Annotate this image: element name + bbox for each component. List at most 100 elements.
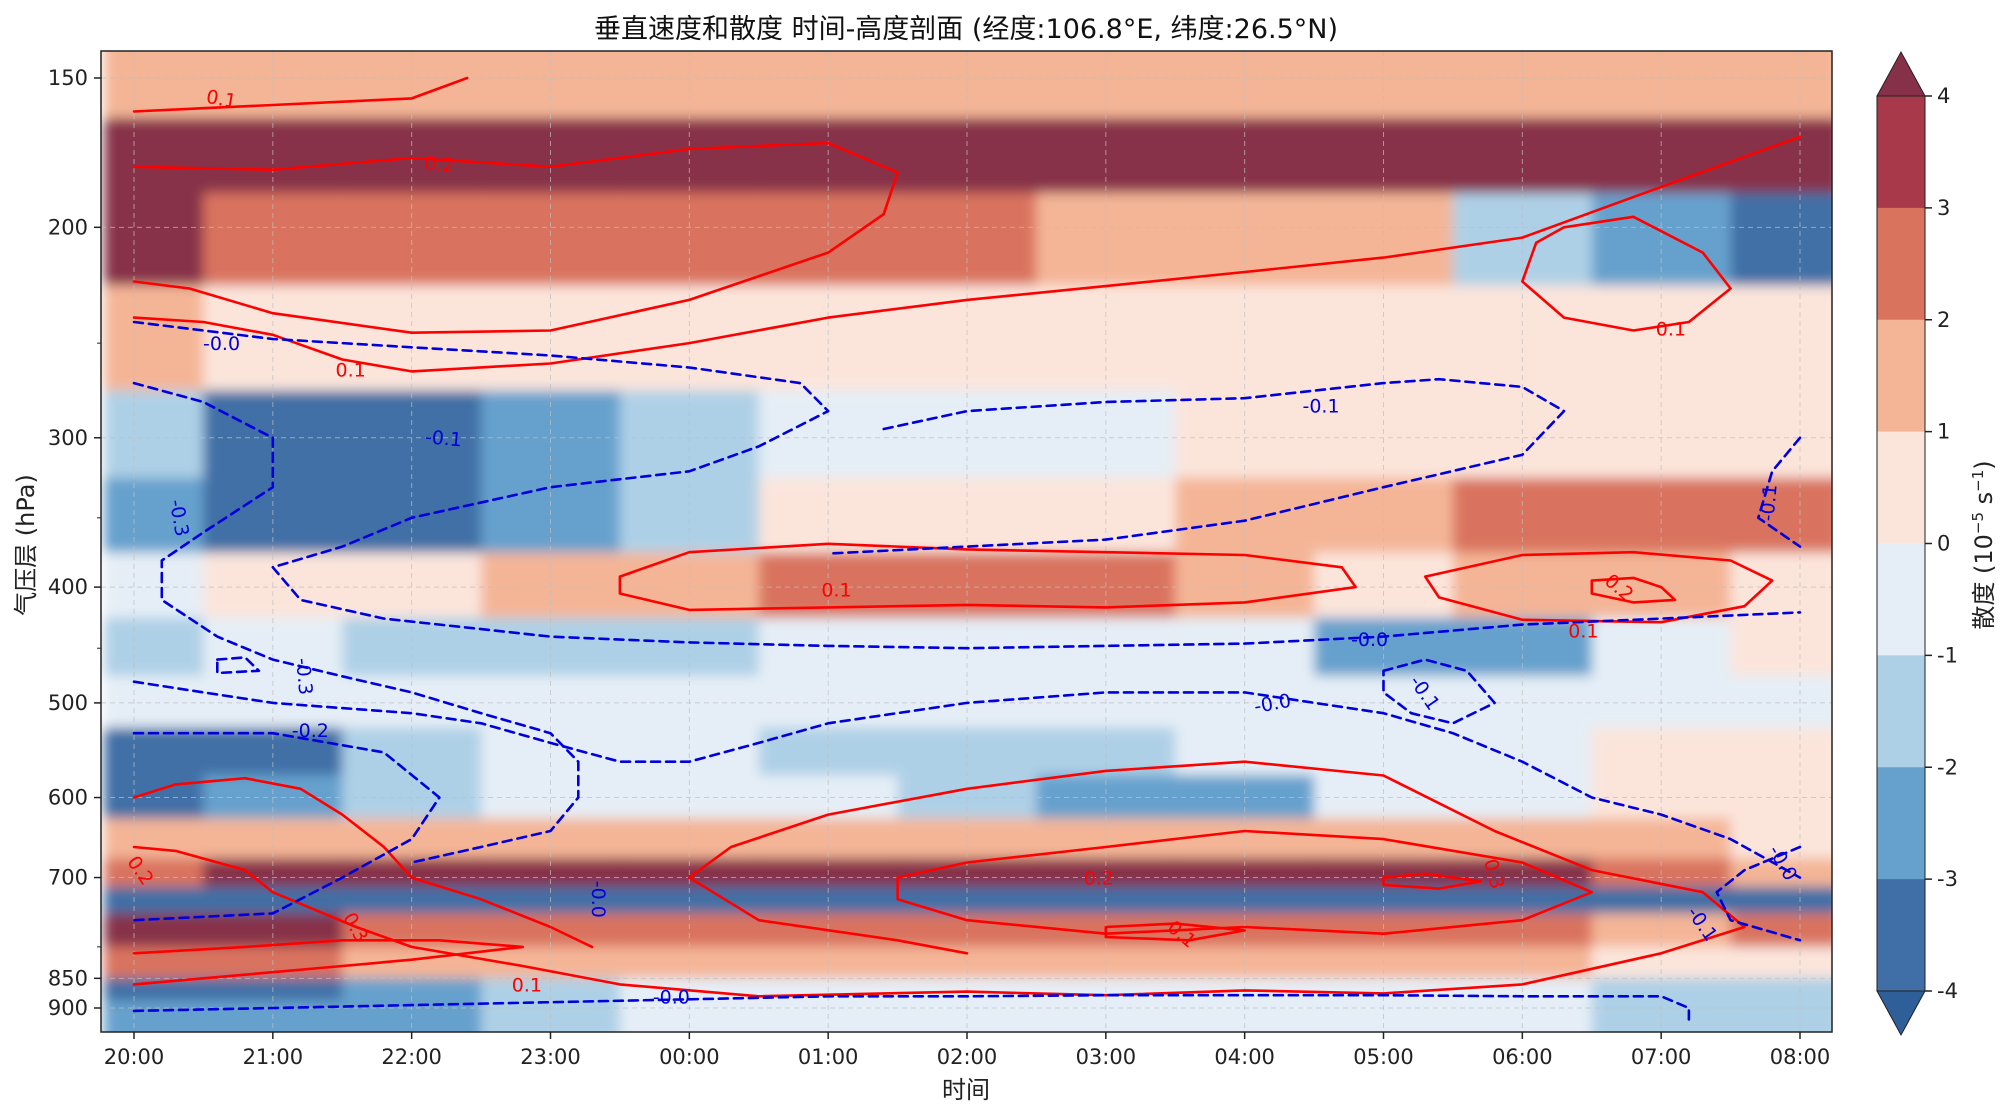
y-tick-label: 200 (48, 215, 88, 239)
divergence-cell (203, 118, 344, 194)
divergence-cell (1452, 285, 1593, 392)
grid-lines (101, 51, 1832, 1032)
divergence-cell (104, 818, 205, 860)
contour-label-text: -0.0 (1351, 629, 1388, 651)
divergence-cell (1730, 946, 1832, 980)
divergence-cell (897, 285, 1038, 392)
divergence-cell (897, 477, 1038, 554)
negative-velocity-contour (826, 377, 1566, 555)
colorbar-tick-label: 3 (1937, 196, 1950, 220)
divergence-cell (342, 552, 483, 619)
contour-label: -0.1 (1302, 396, 1339, 418)
contour-label: 0.1 (1568, 621, 1598, 643)
divergence-cell (342, 727, 483, 776)
divergence-cell (1730, 51, 1832, 119)
divergence-cell (1314, 118, 1454, 194)
divergence-cell (342, 192, 483, 287)
divergence-cell (1730, 886, 1832, 915)
contour-label: -0.0 (653, 986, 690, 1008)
contour-label: 0.1 (512, 974, 542, 996)
divergence-cell (1591, 818, 1732, 860)
divergence-cell (342, 886, 483, 915)
y-tick-label: 500 (48, 691, 88, 715)
negative-velocity-contour (132, 993, 1691, 1021)
divergence-cell (1591, 390, 1732, 479)
divergence-cell (758, 192, 899, 287)
divergence-cell (104, 617, 205, 677)
y-tick-label: 850 (48, 966, 88, 990)
chart-title: 垂直速度和散度 时间-高度剖面 (经度:106.8°E, 纬度:26.5°N) (594, 14, 1338, 45)
y-tick-label: 600 (48, 786, 88, 810)
y-tick-label: 400 (48, 575, 88, 599)
divergence-cell (897, 118, 1038, 194)
divergence-cell (1730, 477, 1832, 554)
divergence-cell (104, 118, 205, 194)
negative-velocity-contour (1715, 845, 1802, 942)
divergence-cell (342, 675, 483, 729)
contour-label-text: 0.1 (1568, 621, 1598, 643)
divergence-cell (1730, 913, 1832, 948)
divergence-cell (1175, 477, 1316, 554)
divergence-field (104, 51, 1832, 1032)
y-axis-title: 气压层 (hPa) (12, 474, 40, 616)
x-tick-label: 21:00 (243, 1045, 304, 1069)
divergence-cell (104, 1000, 205, 1032)
positive-velocity-contour (132, 76, 469, 113)
contour-label-text: -0.0 (203, 333, 240, 355)
contour-label: -0.0 (203, 333, 240, 355)
divergence-cell (342, 51, 483, 119)
divergence-cell (342, 978, 483, 1002)
x-tick-label: 03:00 (1076, 1045, 1137, 1069)
positive-velocity-contour (618, 542, 1357, 612)
divergence-cell (1175, 886, 1316, 915)
contour-label: 0.1 (205, 86, 239, 113)
divergence-cell (1314, 477, 1454, 554)
y-tick-label: 700 (48, 866, 88, 890)
divergence-cell (758, 946, 899, 980)
divergence-cell (104, 51, 205, 119)
contour-label: -0.0 (587, 881, 609, 918)
colorbar-tick-label: 0 (1937, 532, 1950, 556)
x-tick-label: 05:00 (1353, 1045, 1414, 1069)
divergence-cell (1452, 727, 1593, 776)
colorbar-tick-label: 1 (1937, 420, 1950, 444)
divergence-cell (104, 978, 205, 1002)
divergence-cell (1591, 285, 1732, 392)
divergence-cell (342, 477, 483, 554)
contour-label-text: 0.1 (512, 974, 542, 996)
colorbar-tick-label: -1 (1937, 643, 1958, 667)
divergence-cell (619, 727, 760, 776)
colorbar-title: 散度 (10−5 s−1) (1969, 460, 1998, 629)
positive-velocity-contour (1521, 215, 1732, 332)
divergence-cell (758, 858, 899, 888)
contour-label-text: 0.2 (1084, 868, 1114, 890)
divergence-cell (1175, 858, 1316, 888)
divergence-cell (1730, 552, 1832, 619)
divergence-cell (1591, 192, 1732, 287)
divergence-cell (481, 118, 621, 194)
negative-velocity-contour (216, 656, 261, 675)
divergence-cell (342, 390, 483, 479)
divergence-cell (1591, 477, 1732, 554)
x-tick-label: 07:00 (1631, 1045, 1692, 1069)
divergence-cell (104, 858, 205, 888)
contour-label-text: -0.2 (292, 720, 329, 742)
contour-label-text: -0.3 (291, 657, 316, 696)
negative-velocity-contour (1757, 436, 1802, 548)
divergence-cell (1175, 51, 1316, 119)
divergence-cell (1175, 818, 1316, 860)
divergence-cell (342, 118, 483, 194)
divergence-cell (1175, 617, 1316, 677)
colorbar-segment (1877, 767, 1925, 880)
divergence-cell (758, 118, 899, 194)
vertical-velocity-contours (132, 76, 1802, 1021)
divergence-cell (758, 727, 899, 776)
divergence-cell (1591, 51, 1732, 119)
divergence-cell (203, 477, 344, 554)
positive-velocity-contour (132, 776, 594, 949)
positive-velocity-contour (1382, 872, 1482, 890)
contour-label: 0.2 (1084, 868, 1114, 890)
divergence-cell (1591, 978, 1732, 1002)
contour-label-text: 0.1 (821, 580, 851, 602)
contour-label-text: 0.1 (205, 86, 239, 113)
